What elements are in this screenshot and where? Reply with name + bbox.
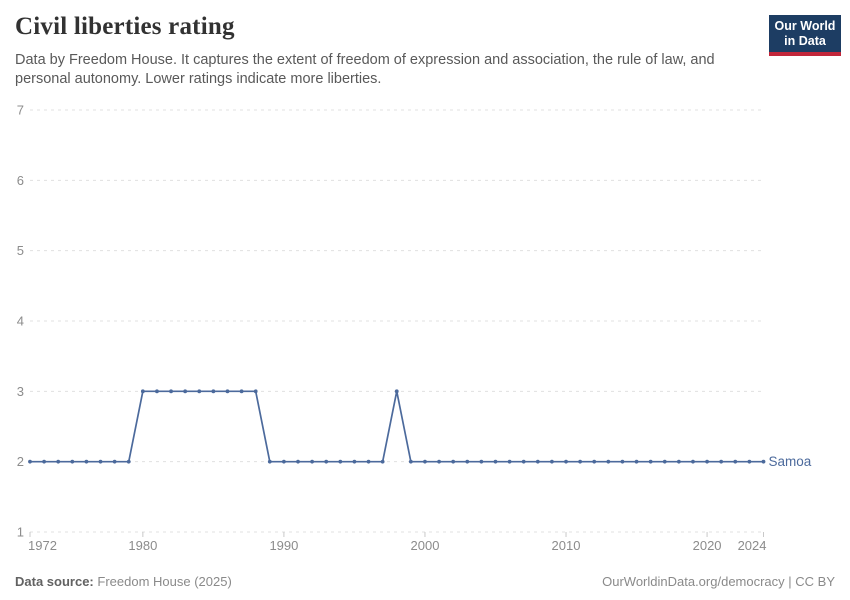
y-axis-label-1: 1 — [17, 525, 24, 540]
x-axis-label-1990: 1990 — [269, 538, 298, 553]
data-point[interactable] — [747, 459, 752, 464]
data-point[interactable] — [451, 459, 456, 464]
data-point[interactable] — [705, 459, 709, 464]
data-point[interactable] — [408, 459, 413, 464]
data-point[interactable] — [211, 389, 216, 394]
data-point[interactable] — [606, 459, 611, 464]
data-point[interactable] — [691, 459, 695, 464]
data-point[interactable] — [239, 389, 244, 394]
data-point[interactable] — [535, 459, 540, 464]
data-point[interactable] — [521, 459, 526, 464]
data-point[interactable] — [564, 459, 568, 464]
data-point[interactable] — [197, 389, 202, 394]
data-point[interactable] — [126, 459, 131, 464]
data-point[interactable] — [423, 459, 427, 464]
data-point[interactable] — [253, 389, 258, 394]
data-point[interactable] — [169, 389, 173, 394]
x-axis-label-2000: 2000 — [411, 538, 440, 553]
data-point[interactable] — [550, 459, 554, 464]
x-axis-label-1980: 1980 — [128, 538, 157, 553]
chart-subtitle: Data by Freedom House. It captures the e… — [15, 52, 715, 87]
data-point[interactable] — [112, 459, 117, 464]
data-source: Data source: Freedom House (2025) — [15, 574, 232, 589]
data-point[interactable] — [676, 459, 681, 464]
data-source-value: Freedom House (2025) — [97, 574, 232, 589]
data-point[interactable] — [338, 459, 343, 464]
x-axis-label-2024: 2024 — [738, 538, 767, 553]
data-source-label: Data source: — [15, 574, 94, 589]
data-point[interactable] — [620, 459, 625, 464]
data-point[interactable] — [267, 459, 272, 464]
data-point[interactable] — [324, 459, 329, 464]
data-point[interactable] — [296, 459, 300, 464]
attribution-link[interactable]: OurWorldinData.org/democracy | CC BY — [602, 574, 835, 589]
data-point[interactable] — [98, 459, 103, 464]
data-point[interactable] — [366, 459, 371, 464]
data-point[interactable] — [578, 459, 583, 464]
data-point[interactable] — [662, 459, 667, 464]
data-point[interactable] — [140, 389, 145, 394]
data-point[interactable] — [761, 459, 766, 464]
data-point[interactable] — [479, 459, 484, 464]
data-point[interactable] — [493, 459, 498, 464]
y-axis-label-7: 7 — [17, 103, 24, 118]
data-point[interactable] — [56, 459, 61, 464]
y-axis-label-6: 6 — [17, 173, 24, 188]
data-point[interactable] — [719, 459, 724, 464]
x-axis-label-1972: 1972 — [28, 538, 57, 553]
y-axis-label-3: 3 — [17, 384, 24, 399]
data-point[interactable] — [507, 459, 512, 464]
entity-label-samoa[interactable]: Samoa — [769, 454, 812, 469]
y-axis-label-5: 5 — [17, 243, 24, 258]
data-point[interactable] — [437, 459, 441, 464]
data-point[interactable] — [84, 459, 89, 464]
x-axis-label-2010: 2010 — [552, 538, 581, 553]
owid-logo-line2: in Data — [784, 34, 826, 48]
data-point[interactable] — [592, 459, 597, 464]
y-axis-label-4: 4 — [17, 314, 24, 329]
data-point[interactable] — [634, 459, 639, 464]
chart-svg[interactable]: 1 2 3 4 5 6 7 1972 1980 1990 2000 2010 2020 2024 Samoa — [0, 100, 850, 570]
data-point[interactable] — [733, 459, 738, 464]
data-point[interactable] — [648, 459, 653, 464]
chart-footer: Data source: Freedom House (2025) OurWor… — [0, 574, 850, 589]
series-line-samoa[interactable] — [29, 390, 765, 463]
data-point[interactable] — [183, 389, 188, 394]
data-point[interactable] — [352, 459, 357, 464]
data-point[interactable] — [70, 459, 75, 464]
y-axis-label-2: 2 — [17, 454, 24, 469]
x-axis-label-2020: 2020 — [693, 538, 722, 553]
data-point[interactable] — [42, 459, 47, 464]
data-point[interactable] — [310, 459, 315, 464]
data-point[interactable] — [465, 459, 470, 464]
data-point[interactable] — [28, 459, 32, 464]
data-point[interactable] — [282, 459, 286, 464]
data-point[interactable] — [380, 459, 385, 464]
data-point[interactable] — [155, 389, 159, 394]
data-point[interactable] — [225, 389, 230, 394]
owid-logo[interactable]: Our World in Data — [769, 15, 841, 56]
owid-logo-line1: Our World — [774, 19, 836, 33]
data-point[interactable] — [394, 389, 399, 394]
chart-title: Civil liberties rating — [15, 13, 235, 40]
